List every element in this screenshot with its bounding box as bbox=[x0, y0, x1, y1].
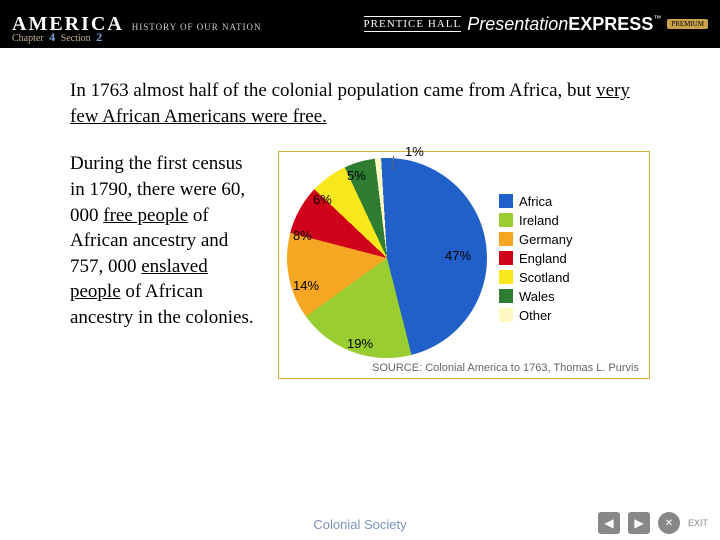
legend-item: Other bbox=[499, 308, 572, 323]
footer-bar: Colonial Society ◀ ▶ ✕ EXIT bbox=[0, 508, 720, 540]
legend-item: England bbox=[499, 251, 572, 266]
product-word-b: EXPRESS bbox=[568, 14, 653, 34]
section-number: 2 bbox=[96, 30, 102, 44]
slice-label: 47% bbox=[445, 248, 471, 263]
pie-chart-container: 47%19%14%8%6%5%1% AfricaIrelandGermanyEn… bbox=[278, 151, 650, 379]
chart-legend: Africa Ireland Germany England Scotland Wales… bbox=[499, 194, 572, 323]
product-name: PresentationEXPRESS™ bbox=[467, 14, 661, 35]
slice-label: 1% bbox=[405, 144, 424, 159]
prev-button[interactable]: ◀ bbox=[598, 512, 620, 534]
legend-label: Germany bbox=[519, 232, 572, 247]
slice-label: 8% bbox=[293, 228, 312, 243]
header-right: PRENTICE HALL PresentationEXPRESS™ PREMI… bbox=[364, 14, 720, 35]
legend-swatch bbox=[499, 270, 513, 284]
slice-label: 5% bbox=[347, 168, 366, 183]
legend-item: Ireland bbox=[499, 213, 572, 228]
legend-swatch bbox=[499, 289, 513, 303]
legend-swatch bbox=[499, 308, 513, 322]
legend-label: England bbox=[519, 251, 567, 266]
chapter-label: Chapter bbox=[12, 33, 44, 44]
legend-swatch bbox=[499, 194, 513, 208]
chapter-number: 4 bbox=[49, 30, 55, 44]
legend-label: Other bbox=[519, 308, 552, 323]
body-row: During the first census in 1790, there w… bbox=[70, 151, 650, 379]
legend-item: Africa bbox=[499, 194, 572, 209]
legend-label: Wales bbox=[519, 289, 555, 304]
product-word-a: Presentation bbox=[467, 14, 568, 34]
section-label: Section bbox=[61, 33, 91, 44]
brand-subtitle: HISTORY OF OUR NATION bbox=[132, 22, 262, 32]
trademark: ™ bbox=[653, 14, 661, 23]
legend-item: Wales bbox=[499, 289, 572, 304]
callout-line bbox=[393, 156, 394, 170]
publisher-label: PRENTICE HALL bbox=[364, 16, 462, 32]
legend-label: Ireland bbox=[519, 213, 559, 228]
header-bar: AMERICA HISTORY OF OUR NATION Chapter 4 … bbox=[0, 0, 720, 48]
intro-text-plain: In 1763 almost half of the colonial popu… bbox=[70, 80, 596, 101]
legend-swatch bbox=[499, 251, 513, 265]
pie-chart: 47%19%14%8%6%5%1% bbox=[287, 158, 487, 358]
exit-button[interactable]: ✕ bbox=[658, 512, 680, 534]
legend-item: Scotland bbox=[499, 270, 572, 285]
legend-label: Africa bbox=[519, 194, 552, 209]
chart-source: SOURCE: Colonial America to 1763, Thomas… bbox=[372, 362, 639, 374]
footer-title: Colonial Society bbox=[313, 517, 406, 532]
slide-content: In 1763 almost half of the colonial popu… bbox=[0, 48, 720, 389]
legend-label: Scotland bbox=[519, 270, 570, 285]
nav-buttons: ◀ ▶ ✕ EXIT bbox=[598, 512, 708, 534]
slice-label: 19% bbox=[347, 336, 373, 351]
slice-label: 14% bbox=[293, 278, 319, 293]
legend-swatch bbox=[499, 232, 513, 246]
premium-badge: PREMIUM bbox=[667, 19, 708, 29]
slice-label: 6% bbox=[313, 192, 332, 207]
next-button[interactable]: ▶ bbox=[628, 512, 650, 534]
body-underline-1: free people bbox=[103, 205, 188, 226]
chart-inner: 47%19%14%8%6%5%1% AfricaIrelandGermanyEn… bbox=[287, 158, 641, 358]
legend-swatch bbox=[499, 213, 513, 227]
legend-item: Germany bbox=[499, 232, 572, 247]
body-paragraph: During the first census in 1790, there w… bbox=[70, 151, 260, 379]
exit-label: EXIT bbox=[688, 518, 708, 528]
intro-paragraph: In 1763 almost half of the colonial popu… bbox=[70, 78, 650, 129]
chapter-section-line: Chapter 4 Section 2 bbox=[12, 30, 105, 45]
